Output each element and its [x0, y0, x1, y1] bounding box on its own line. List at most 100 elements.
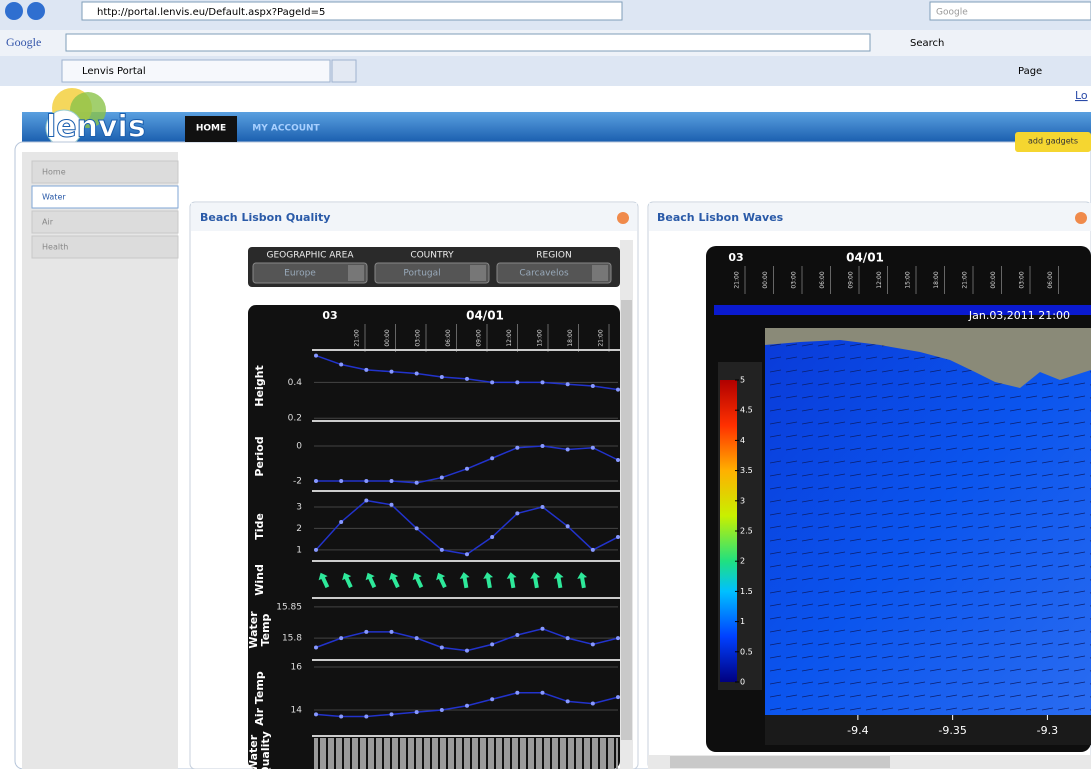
nav-bar	[22, 112, 1091, 142]
data-point	[465, 704, 469, 708]
data-point	[465, 649, 469, 653]
close-button[interactable]	[617, 212, 629, 224]
toolbar-search[interactable]	[66, 34, 870, 51]
data-point	[314, 354, 318, 358]
url: http://portal.lenvis.eu/Default.aspx?Pag…	[97, 7, 325, 18]
data-point	[515, 446, 519, 450]
back-button[interactable]	[5, 2, 23, 20]
data-point	[314, 548, 318, 552]
x-tick-label: -9.3	[1037, 724, 1058, 737]
forward-button[interactable]	[27, 2, 45, 20]
colorbar-label: 2.5	[740, 527, 753, 536]
y-tick-label: -2	[293, 477, 302, 487]
day-label: 03	[728, 251, 743, 264]
day-label: 04/01	[466, 309, 504, 323]
page-menu[interactable]: Page	[1018, 66, 1042, 77]
new-tab[interactable]	[332, 60, 356, 82]
data-point	[541, 627, 545, 631]
sidebar-item[interactable]	[32, 211, 178, 233]
data-point	[390, 370, 394, 374]
data-point	[339, 363, 343, 367]
row-label: Tide	[253, 513, 266, 540]
dropdown-value: Europe	[284, 269, 316, 279]
data-point	[541, 380, 545, 384]
time-label: 00:00	[990, 271, 997, 288]
add-gadgets-label: add gadgets	[1028, 137, 1078, 146]
colorbar	[720, 380, 737, 682]
y-tick-label: 3	[296, 502, 302, 512]
data-point	[616, 695, 620, 699]
timestamp: Jan.03,2011 21:00	[968, 309, 1070, 322]
data-point	[364, 368, 368, 372]
x-tick-label: -9.4	[847, 724, 868, 737]
page: http://portal.lenvis.eu/Default.aspx?Pag…	[0, 0, 1091, 769]
quality-widget	[248, 305, 620, 769]
data-point	[440, 476, 444, 480]
row-label: Wind	[253, 564, 266, 596]
time-label: 21:00	[598, 329, 605, 346]
colorbar-label: 1	[740, 617, 745, 626]
time-label: 00:00	[384, 329, 391, 346]
dropdown-arrow[interactable]	[592, 265, 608, 281]
toolbar-logo: Google	[6, 35, 41, 49]
nav-item[interactable]: HOME	[196, 124, 226, 134]
data-point	[490, 380, 494, 384]
time-label: 03:00	[791, 271, 798, 288]
data-point	[339, 479, 343, 483]
time-label: 18:00	[567, 329, 574, 346]
y-tick-label: 0.2	[288, 414, 302, 424]
data-point	[591, 446, 595, 450]
nav-item[interactable]: MY ACCOUNT	[252, 124, 320, 134]
close-button[interactable]	[1075, 212, 1087, 224]
colorbar-label: 2	[740, 557, 745, 566]
data-point	[390, 630, 394, 634]
data-point	[566, 699, 570, 703]
data-point	[566, 382, 570, 386]
data-point	[364, 714, 368, 718]
data-point	[415, 636, 419, 640]
filter-label: GEOGRAPHIC AREA	[266, 251, 354, 261]
wave-arrows	[765, 328, 1091, 715]
y-tick-label: 15.85	[276, 602, 302, 612]
colorbar-label: 1.5	[740, 587, 753, 596]
filter-label: COUNTRY	[410, 251, 454, 261]
data-point	[364, 499, 368, 503]
y-tick-label: 2	[296, 524, 302, 534]
data-point	[390, 503, 394, 507]
y-tick-label: 0.4	[288, 378, 303, 388]
colorbar-label: 5	[740, 376, 745, 385]
day-label: 04/01	[846, 251, 884, 265]
time-label: 00:00	[762, 271, 769, 288]
time-label: 03:00	[415, 329, 422, 346]
colorbar-label: 4	[740, 436, 745, 445]
time-label: 06:00	[445, 329, 452, 346]
data-point	[415, 710, 419, 714]
data-point	[490, 535, 494, 539]
time-label: 06:00	[1047, 271, 1054, 288]
login-link[interactable]: Lo	[1075, 89, 1088, 102]
logo: lenvis	[46, 110, 146, 145]
scroll-thumb[interactable]	[621, 300, 632, 740]
row-label: Temp	[259, 613, 272, 646]
search-button[interactable]: Search	[910, 38, 944, 49]
y-tick-label: 14	[291, 706, 303, 716]
h-scroll-thumb[interactable]	[670, 756, 890, 768]
quality-bars	[314, 738, 618, 769]
data-point	[415, 371, 419, 375]
dropdown-value: Portugal	[403, 269, 440, 279]
data-point	[515, 511, 519, 515]
dropdown-arrow[interactable]	[470, 265, 486, 281]
data-point	[541, 505, 545, 509]
dropdown-arrow[interactable]	[348, 265, 364, 281]
tab-title: Lenvis Portal	[82, 66, 146, 77]
row-label: Height	[253, 365, 266, 406]
data-point	[440, 548, 444, 552]
sidebar-label: Air	[42, 218, 54, 227]
data-point	[566, 524, 570, 528]
time-label: 21:00	[962, 271, 969, 288]
sidebar-label: Water	[42, 193, 66, 202]
data-point	[415, 481, 419, 485]
time-label: 09:00	[848, 271, 855, 288]
time-label: 21:00	[734, 271, 741, 288]
time-label: 21:00	[354, 329, 361, 346]
